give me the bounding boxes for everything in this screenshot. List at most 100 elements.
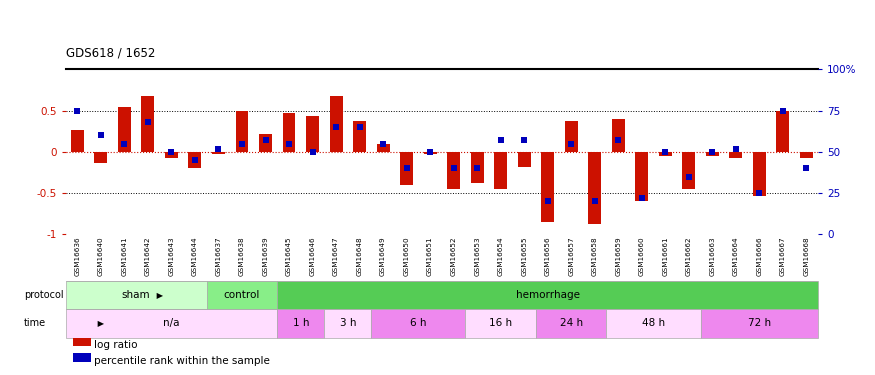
Bar [283, 113, 296, 152]
Point [258, 137, 272, 143]
Point [612, 137, 626, 143]
Text: GSM16651: GSM16651 [427, 237, 433, 276]
Text: 3 h: 3 h [340, 318, 356, 328]
Point [517, 137, 531, 143]
Point [729, 146, 743, 152]
Text: GSM16642: GSM16642 [145, 237, 150, 276]
Text: GSM16668: GSM16668 [803, 237, 809, 276]
Text: GSM16657: GSM16657 [568, 237, 574, 276]
Bar [306, 116, 319, 152]
Bar [635, 152, 648, 201]
Text: ▶: ▶ [94, 319, 104, 328]
Point [212, 146, 226, 152]
Bar [536, 309, 606, 338]
Point [776, 108, 790, 114]
Text: GSM16641: GSM16641 [122, 237, 128, 276]
Text: GSM16648: GSM16648 [357, 237, 362, 276]
Text: GSM16666: GSM16666 [756, 237, 762, 276]
Bar [701, 309, 818, 338]
Text: GSM16644: GSM16644 [192, 237, 198, 276]
Text: GSM16658: GSM16658 [592, 237, 598, 276]
Text: 16 h: 16 h [489, 318, 512, 328]
Text: hemorrhage: hemorrhage [515, 290, 580, 300]
Text: GSM16652: GSM16652 [451, 237, 457, 276]
Text: GDS618 / 1652: GDS618 / 1652 [66, 47, 155, 60]
Text: protocol: protocol [24, 290, 64, 300]
Bar [730, 152, 742, 159]
Text: GSM16639: GSM16639 [262, 237, 269, 276]
Bar [588, 152, 601, 225]
Bar [188, 152, 201, 168]
Bar [776, 111, 789, 152]
Text: GSM16656: GSM16656 [545, 237, 550, 276]
Text: GSM16661: GSM16661 [662, 237, 668, 276]
Bar [494, 152, 507, 189]
Bar [206, 281, 277, 309]
Bar [277, 281, 818, 309]
Bar [354, 120, 366, 152]
Text: GSM16643: GSM16643 [169, 237, 174, 276]
Point [282, 141, 296, 147]
Point [94, 132, 108, 138]
Bar [752, 152, 766, 196]
Text: GSM16649: GSM16649 [380, 237, 386, 276]
Point [400, 165, 414, 171]
Text: GSM16646: GSM16646 [310, 237, 316, 276]
Text: GSM16637: GSM16637 [215, 237, 221, 276]
Text: n/a: n/a [164, 318, 179, 328]
Text: GSM16640: GSM16640 [98, 237, 104, 276]
Bar [212, 152, 225, 153]
Text: 72 h: 72 h [748, 318, 771, 328]
Point [353, 124, 367, 130]
Bar [606, 309, 701, 338]
Bar [71, 130, 84, 152]
Bar [612, 119, 625, 152]
Bar [74, 337, 91, 346]
Text: control: control [224, 290, 260, 300]
Point [541, 198, 555, 204]
Bar [564, 120, 578, 152]
Bar [66, 281, 206, 309]
Bar [118, 106, 131, 152]
Point [493, 137, 507, 143]
Point [376, 141, 390, 147]
Text: log ratio: log ratio [94, 340, 137, 350]
Text: 1 h: 1 h [292, 318, 309, 328]
Bar [376, 144, 389, 152]
Point [424, 149, 438, 155]
Text: GSM16655: GSM16655 [522, 237, 527, 276]
Text: GSM16650: GSM16650 [403, 237, 410, 276]
Bar [471, 152, 484, 183]
Bar [94, 152, 108, 163]
Text: GSM16663: GSM16663 [710, 237, 715, 276]
Bar [400, 152, 413, 185]
Text: percentile rank within the sample: percentile rank within the sample [94, 357, 270, 366]
Text: GSM16636: GSM16636 [74, 237, 80, 276]
Bar [277, 309, 325, 338]
Point [658, 149, 672, 155]
Text: 24 h: 24 h [560, 318, 583, 328]
Text: GSM16653: GSM16653 [474, 237, 480, 276]
Bar [518, 152, 530, 167]
Bar [424, 152, 437, 154]
Text: GSM16660: GSM16660 [639, 237, 645, 276]
Bar [542, 152, 554, 222]
Text: sham: sham [122, 290, 150, 300]
Bar [706, 152, 718, 156]
Text: GSM16659: GSM16659 [615, 237, 621, 276]
Bar [74, 353, 91, 362]
Point [752, 190, 766, 196]
Point [164, 149, 178, 155]
Point [188, 157, 202, 163]
Bar [371, 309, 466, 338]
Text: 48 h: 48 h [642, 318, 665, 328]
Point [446, 165, 460, 171]
Text: ▶: ▶ [154, 291, 163, 300]
Text: GSM16667: GSM16667 [780, 237, 786, 276]
Bar [259, 134, 272, 152]
Text: 6 h: 6 h [410, 318, 427, 328]
Bar [682, 152, 696, 189]
Bar [325, 309, 371, 338]
Point [682, 174, 696, 180]
Point [329, 124, 343, 130]
